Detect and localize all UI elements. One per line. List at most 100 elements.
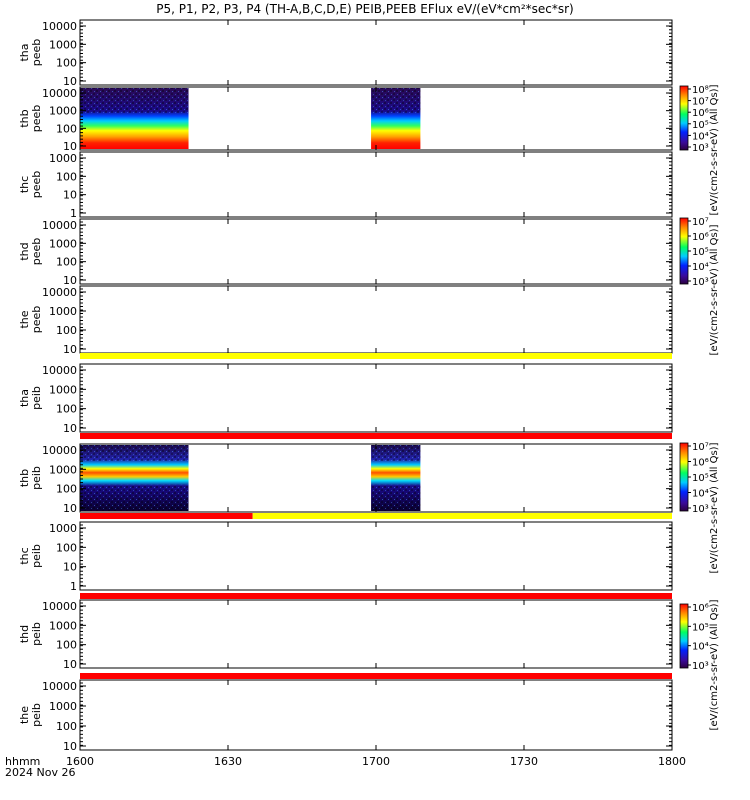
x-axis: hhmm 2024 Nov 26 1600 1630 1700 1730 1800 xyxy=(5,20,686,779)
colorbar-tick-label: 10⁴ xyxy=(692,642,709,653)
y-tick-label: 10000 xyxy=(42,219,77,232)
y-tick-label: 10000 xyxy=(42,600,77,613)
y-tick-label: 10 xyxy=(63,422,77,435)
y-label-probe: thb xyxy=(18,469,31,487)
x-tick-label: 1630 xyxy=(214,755,242,768)
panel-thd-peib: 10000 1000 100 10 thd peib xyxy=(18,599,673,671)
colorbar-tick-label: 10⁶ xyxy=(692,458,709,469)
y-tick-label: 100 xyxy=(56,324,77,337)
y-tick-label: 10000 xyxy=(42,286,77,299)
spectrogram-noise xyxy=(371,445,421,462)
y-tick-label: 1000 xyxy=(49,522,77,535)
panel-tha-peib: 10000 1000 100 10 tha peib xyxy=(18,363,673,435)
colorbar: 10⁷ 10⁶ 10⁵ 10⁴ 10³ [eV/(cm2-s-sr-eV) (All Qs… xyxy=(679,442,720,573)
colorbar-tick-label: 10⁷ xyxy=(692,217,709,228)
colorbar-scale xyxy=(679,85,689,151)
y-label-probe: thc xyxy=(18,547,31,564)
y-tick-label: 1000 xyxy=(49,700,77,713)
colorbar-scale xyxy=(679,442,689,512)
status-bar-segment xyxy=(80,513,253,519)
colorbar-tick-label: 10⁶ xyxy=(692,603,709,614)
y-tick-label: 1000 xyxy=(49,237,77,250)
y-label-instrument: peeb xyxy=(30,39,43,67)
y-tick-label: 1 xyxy=(70,207,77,220)
colorbar: 10⁷ 10⁶ 10⁵ 10⁴ 10³ [eV/(cm2-s-sr-eV) (All Qs… xyxy=(679,217,720,355)
y-tick-label: 1000 xyxy=(49,383,77,396)
y-tick-label: 100 xyxy=(56,403,77,416)
y-label-instrument: peib xyxy=(30,466,43,490)
y-label-instrument: peib xyxy=(30,622,43,646)
status-bar-segment xyxy=(80,353,672,359)
status-bars-group xyxy=(80,353,672,679)
panel-frame xyxy=(79,521,673,591)
x-axis-label-date: 2024 Nov 26 xyxy=(5,766,75,779)
y-label-instrument: peeb xyxy=(30,238,43,266)
panel-frame xyxy=(79,218,673,285)
y-tick-label: 1000 xyxy=(49,38,77,51)
colorbar-tick-label: 10⁵ xyxy=(692,473,709,484)
y-label-probe: the xyxy=(18,706,31,724)
x-tick-label: 1700 xyxy=(362,755,390,768)
colorbar-tick-label: 10⁷ xyxy=(692,97,709,108)
x-axis-label-units: hhmm xyxy=(5,755,40,768)
status-bar-segment xyxy=(80,433,672,439)
panel-tha-peeb: 10000 1000 100 10 tha peeb xyxy=(18,19,673,88)
y-tick-label: 10 xyxy=(63,561,77,574)
colorbar-tick-label: 10⁵ xyxy=(692,247,709,258)
colorbar-label: [eV/(cm2-s-sr-eV) (All Qs)] xyxy=(709,224,720,355)
y-label-instrument: peeb xyxy=(30,306,43,334)
panel-frame xyxy=(79,285,673,354)
panel-thb-peib: 10000 1000 100 10 thb peib xyxy=(18,443,673,515)
panel-thb-peeb: 10000 1000 100 10 thb peeb xyxy=(18,86,673,153)
colorbar-label: [eV/(cm2-s-sr-eV) (All Qs)] xyxy=(709,84,720,215)
y-tick-label: 10 xyxy=(63,75,77,88)
panel-thc-peeb: 1000 100 10 1 thc peeb xyxy=(18,151,673,220)
y-tick-label: 100 xyxy=(56,170,77,183)
y-tick-label: 10000 xyxy=(42,87,77,100)
y-tick-label: 1000 xyxy=(49,619,77,632)
panel-frame xyxy=(79,679,673,751)
colorbar-scale xyxy=(679,603,689,669)
y-label-instrument: peeb xyxy=(30,171,43,199)
panel-thc-peib: 1000 100 10 1 thc peib xyxy=(18,521,673,593)
spectrogram-noise xyxy=(371,484,421,511)
spectrogram-noise xyxy=(80,484,189,511)
y-tick-label: 100 xyxy=(56,541,77,554)
y-tick-label: 10 xyxy=(63,658,77,671)
panel-frame xyxy=(79,19,673,86)
y-label-probe: the xyxy=(18,310,31,328)
y-tick-label: 1000 xyxy=(49,105,77,118)
y-tick-label: 10 xyxy=(63,274,77,287)
status-bar-segment xyxy=(80,593,672,599)
y-tick-label: 100 xyxy=(56,122,77,135)
colorbar-tick-label: 10⁵ xyxy=(692,120,709,131)
colorbar-tick-label: 10⁵ xyxy=(692,622,709,633)
y-tick-label: 10 xyxy=(63,740,77,753)
y-tick-label: 10000 xyxy=(42,444,77,457)
y-label-probe: thc xyxy=(18,176,31,193)
colorbar-tick-label: 10⁶ xyxy=(692,108,709,119)
y-tick-label: 100 xyxy=(56,720,77,733)
y-label-instrument: peeb xyxy=(30,105,43,133)
colorbar-tick-label: 10⁸ xyxy=(692,85,709,96)
y-tick-label: 100 xyxy=(56,483,77,496)
y-tick-label: 100 xyxy=(56,57,77,70)
colorbar-scale xyxy=(679,217,689,285)
y-tick-label: 100 xyxy=(56,256,77,269)
y-tick-label: 10 xyxy=(63,140,77,153)
y-tick-label: 1 xyxy=(70,580,77,593)
colorbar-tick-label: 10³ xyxy=(692,143,709,154)
y-tick-label: 10000 xyxy=(42,680,77,693)
y-tick-label: 1000 xyxy=(49,152,77,165)
colorbar-tick-label: 10³ xyxy=(692,504,709,515)
spectrogram-noise xyxy=(80,88,189,114)
y-tick-label: 10 xyxy=(63,189,77,202)
y-tick-label: 10000 xyxy=(42,20,77,33)
panel-frame xyxy=(79,151,673,218)
colorbar: 10⁶ 10⁵ 10⁴ 10³ [eV/(cm2-s-sr-eV) (All Qs)] xyxy=(679,599,720,730)
y-label-probe: tha xyxy=(18,389,31,407)
